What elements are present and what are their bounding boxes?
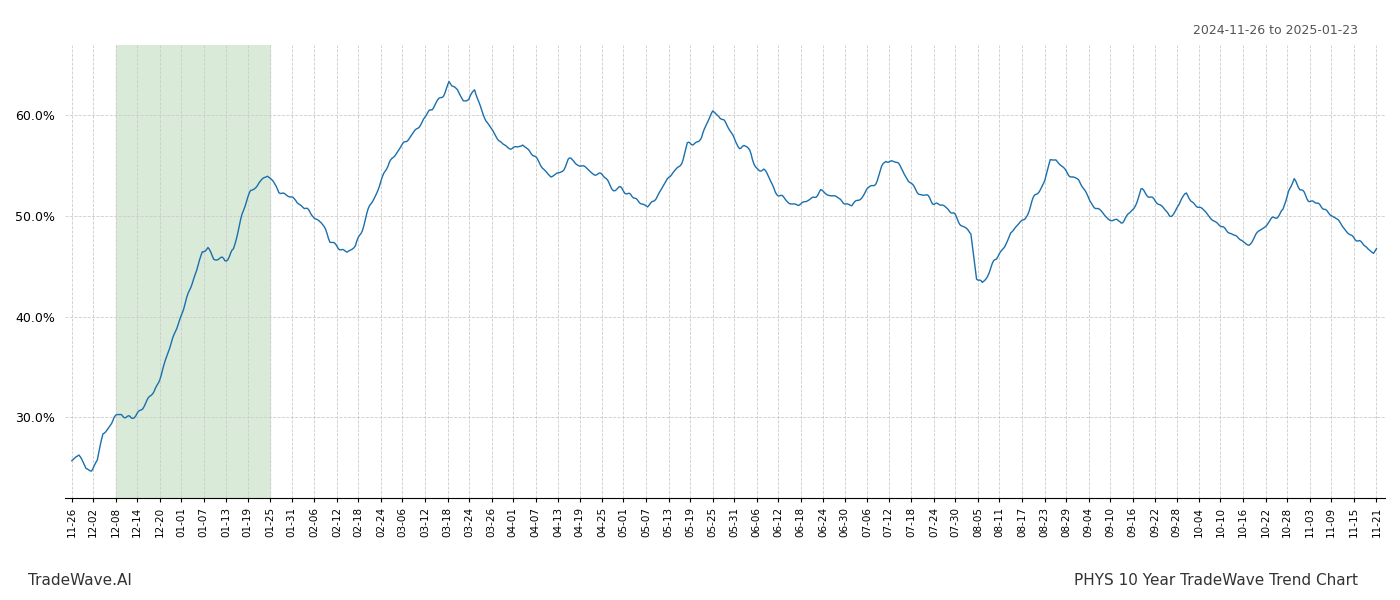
Text: TradeWave.AI: TradeWave.AI (28, 573, 132, 588)
Text: 2024-11-26 to 2025-01-23: 2024-11-26 to 2025-01-23 (1193, 24, 1358, 37)
Text: PHYS 10 Year TradeWave Trend Chart: PHYS 10 Year TradeWave Trend Chart (1074, 573, 1358, 588)
Bar (116, 45, 270, 498)
